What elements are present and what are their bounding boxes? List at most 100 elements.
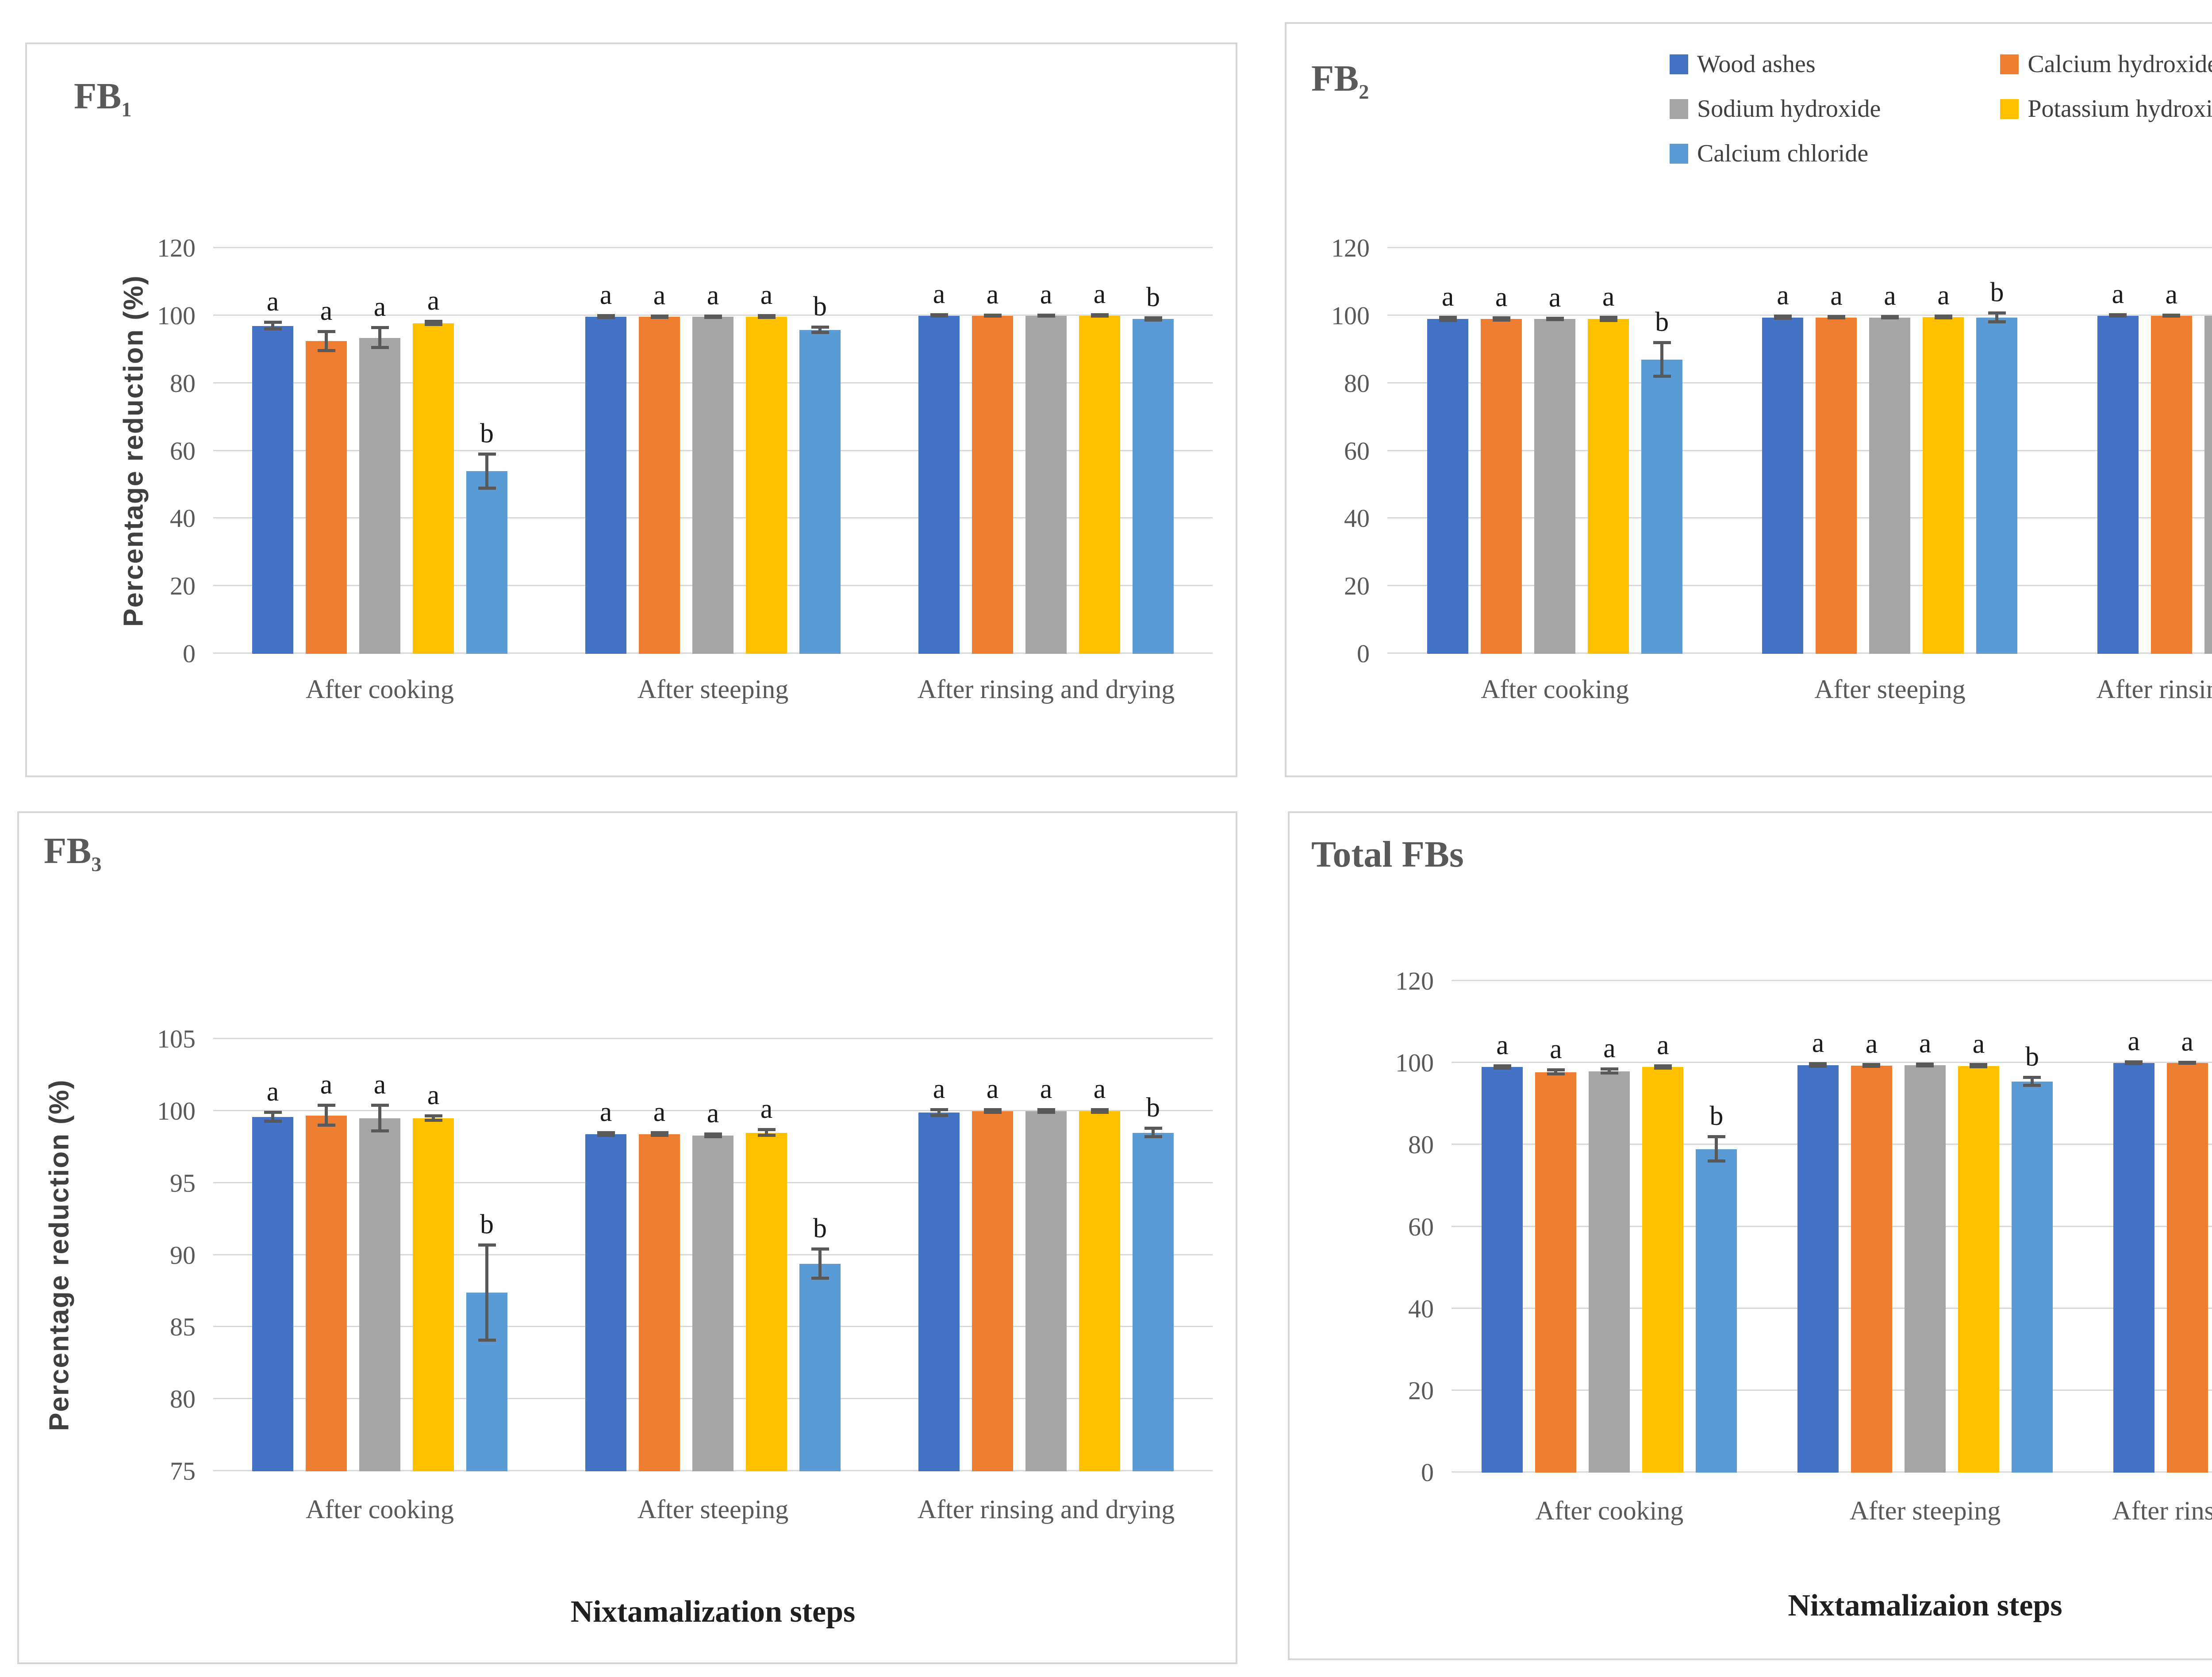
bar-cell: a — [1482, 981, 1523, 1473]
bar-cell: a — [359, 248, 400, 654]
category-group: a a a a b After steeping — [546, 1039, 879, 1523]
bar-cell: a — [306, 248, 347, 654]
error-bar-cap-bottom — [1827, 316, 1845, 320]
category-group: a a a a b After rinsing and drying — [879, 248, 1213, 702]
significance-letter: a — [653, 280, 666, 311]
panel-title-subscript: 3 — [91, 852, 102, 875]
error-bar-cap-top — [1493, 1064, 1511, 1067]
legend-label: Sodium hydroxide — [1697, 95, 1881, 123]
significance-letter: a — [1937, 280, 1950, 311]
bar-wood-ashes — [252, 1117, 293, 1471]
gridline — [1387, 314, 2212, 316]
bar-cell: b — [1641, 248, 1683, 654]
significance-letter: a — [427, 1080, 440, 1111]
y-tick-label: 60 — [1344, 436, 1370, 465]
bar-calcium-hydroxide — [1851, 1065, 1892, 1473]
error-bar — [432, 1116, 435, 1121]
legend-item: Calcium chloride — [1670, 139, 1881, 169]
error-bar — [1608, 1069, 1611, 1074]
significance-letter: b — [1655, 307, 1669, 337]
y-tick-label: 120 — [1331, 234, 1370, 262]
error-bar-cap-bottom — [1600, 1071, 1618, 1075]
error-bar-cap-bottom — [1037, 314, 1055, 318]
bar-calcium-chloride — [2011, 1081, 2053, 1473]
x-tick-label: After steeping — [637, 1495, 789, 1524]
bar-cell: a — [1025, 1039, 1067, 1471]
bar-calcium-hydroxide — [639, 1134, 680, 1471]
significance-letter: a — [1040, 279, 1052, 310]
panel-title-subscript: 2 — [1359, 80, 1369, 103]
panel-title-text: FB — [44, 830, 92, 871]
error-bar-cap-bottom — [1653, 375, 1671, 378]
significance-letter: a — [427, 285, 440, 316]
significance-letter: a — [1495, 282, 1508, 313]
plot-area-fb3: 75 80 85 90 95 100 105 a a a a b After cooking a a a a b A… — [157, 1026, 1213, 1523]
bar-cell: a — [746, 1039, 787, 1471]
x-tick-label: After rinsing and drying — [2096, 675, 2212, 704]
error-bar-cap-bottom — [2178, 1062, 2197, 1065]
error-bar-cap-top — [983, 1108, 1002, 1111]
legend-label: Calcium hydroxide — [2028, 50, 2212, 78]
significance-letter: a — [1093, 1074, 1106, 1104]
significance-letter: a — [266, 1077, 279, 1107]
error-bar-cap-top — [1809, 1062, 1827, 1066]
significance-letter: a — [1884, 281, 1896, 311]
y-tick-label: 40 — [1408, 1294, 1434, 1323]
error-bar — [1995, 313, 1999, 322]
bar-cell: a — [2204, 248, 2212, 654]
bar-cell: a — [359, 1039, 400, 1471]
bar-sodium-hydroxide — [1869, 317, 1911, 654]
error-bar — [2030, 1077, 2034, 1086]
significance-letter: a — [1972, 1028, 1985, 1059]
y-tick-label: 20 — [170, 572, 196, 601]
legend-color-swatch — [2000, 99, 2019, 119]
bar-cell: a — [972, 248, 1013, 654]
error-bar-cap-bottom — [757, 1134, 776, 1137]
y-tick-label: 120 — [157, 234, 196, 262]
significance-letter: b — [813, 1213, 827, 1244]
bar-cell: a — [1904, 981, 1946, 1473]
bar-cell: a — [1481, 248, 1522, 654]
bar-cell: a — [1869, 248, 1911, 654]
panel-title-text: FB — [74, 76, 122, 117]
error-bar — [1715, 1136, 1718, 1162]
bar-potassium-hydroxide — [746, 317, 787, 654]
error-bar-cap-bottom — [757, 316, 776, 319]
significance-letter: b — [813, 291, 827, 322]
legend-label: Calcium chloride — [1697, 140, 1869, 168]
bar-cell: b — [466, 1039, 507, 1471]
plot-area-fb2: 0 20 40 60 80 100 120 a a a a b After cooking a a a a b Af… — [1331, 235, 2212, 702]
panel-title-fb3: FB3 — [44, 833, 101, 875]
error-bar-cap-bottom — [371, 346, 389, 349]
bar-cell: b — [466, 248, 507, 654]
significance-letter: a — [1919, 1028, 1932, 1059]
bar-calcium-chloride — [799, 330, 841, 654]
error-bar-cap-bottom — [704, 315, 722, 319]
error-bar-cap-bottom — [1916, 1064, 1934, 1067]
x-tick-label: After steeping — [637, 675, 789, 704]
bar-wood-ashes — [1427, 319, 1469, 654]
category-group: a a a a b After cooking — [213, 1039, 546, 1523]
bar-cell: b — [799, 248, 841, 654]
significance-letter: a — [320, 1069, 333, 1100]
error-bar-cap-bottom — [1934, 316, 1952, 320]
y-tick-label: 60 — [170, 436, 196, 465]
x-tick-label: After steeping — [1814, 675, 1966, 704]
bar-wood-ashes — [1482, 1067, 1523, 1473]
bar-calcium-chloride — [1133, 1132, 1174, 1471]
category-group: a a a a b After rinsing and drying — [879, 1039, 1213, 1523]
error-bar-cap-top — [1707, 1135, 1725, 1138]
significance-letter: a — [2181, 1027, 2193, 1057]
panel-fb1: FB1 Percentage reduction (%) 0 20 40 60 80 10… — [25, 42, 1237, 777]
bar-calcium-chloride — [1976, 317, 2018, 654]
error-bar-cap-top — [1599, 316, 1617, 319]
bar-cell: a — [1588, 248, 1629, 654]
error-bar-cap-bottom — [424, 1119, 442, 1122]
error-bar-cap-bottom — [1809, 1064, 1827, 1068]
